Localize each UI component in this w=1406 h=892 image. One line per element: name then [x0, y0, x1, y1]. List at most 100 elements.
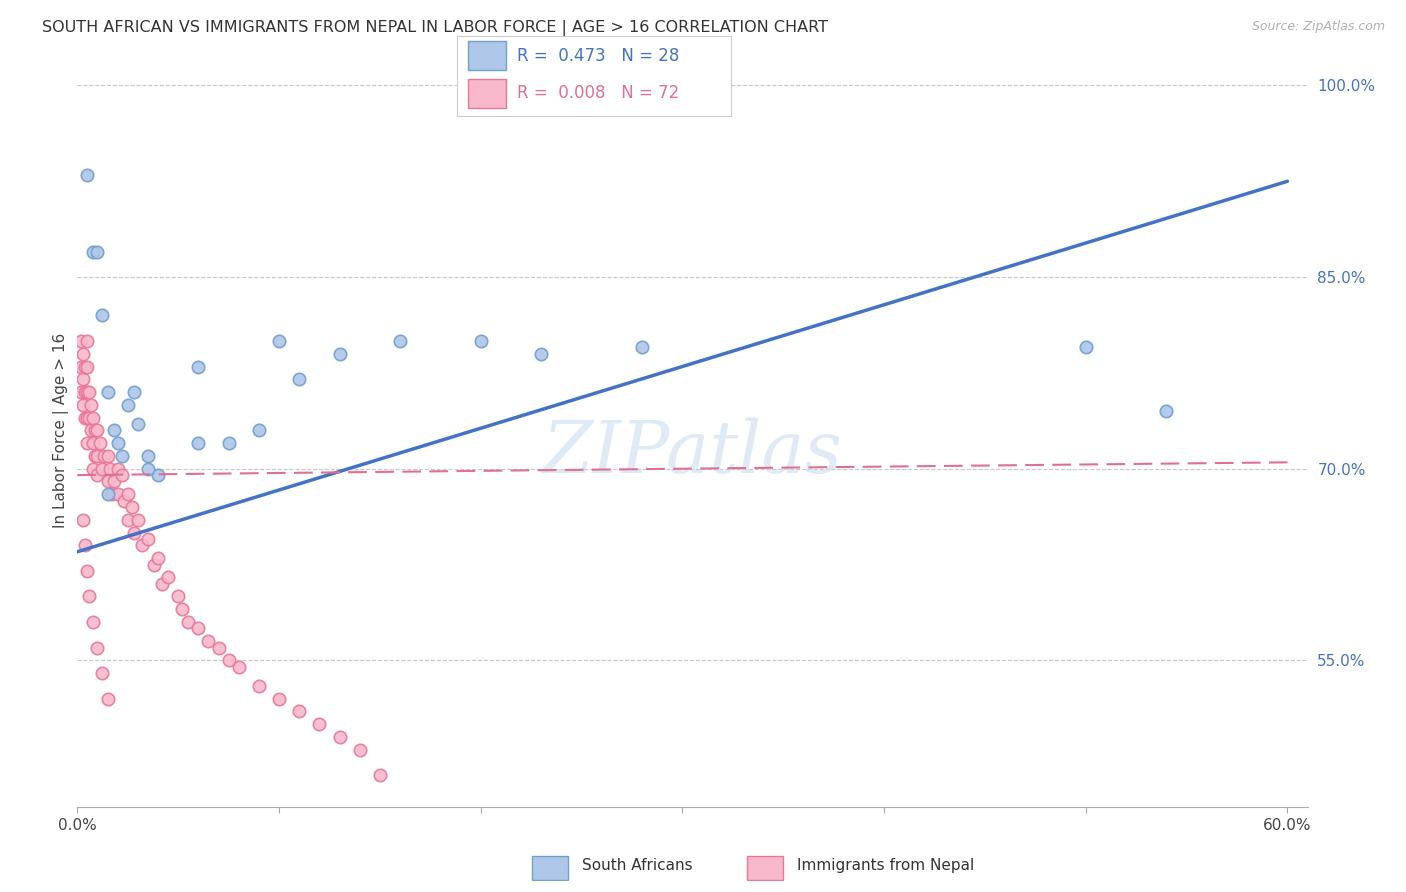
- Point: [228, 659, 250, 673]
- Point: [90, 461, 112, 475]
- Point: [136, 449, 159, 463]
- Point: [187, 359, 209, 374]
- Point: [167, 590, 190, 604]
- Text: SOUTH AFRICAN VS IMMIGRANTS FROM NEPAL IN LABOR FORCE | AGE > 16 CORRELATION CHA: SOUTH AFRICAN VS IMMIGRANTS FROM NEPAL I…: [42, 20, 828, 36]
- Text: R =  0.473   N = 28: R = 0.473 N = 28: [517, 46, 679, 65]
- Point: [75, 538, 97, 552]
- Point: [470, 334, 492, 348]
- Point: [117, 513, 139, 527]
- Point: [131, 538, 153, 552]
- Text: Source: ZipAtlas.com: Source: ZipAtlas.com: [1251, 20, 1385, 33]
- Point: [389, 334, 412, 348]
- Point: [72, 398, 94, 412]
- Point: [86, 640, 108, 655]
- Point: [84, 424, 107, 438]
- Point: [72, 372, 94, 386]
- Point: [288, 705, 311, 719]
- Point: [187, 436, 209, 450]
- Point: [143, 558, 166, 572]
- Point: [90, 666, 112, 681]
- Point: [112, 493, 135, 508]
- Bar: [468, 79, 506, 108]
- Point: [172, 602, 194, 616]
- Point: [267, 691, 290, 706]
- Point: [98, 461, 121, 475]
- Point: [82, 410, 104, 425]
- Point: [70, 385, 93, 400]
- Point: [218, 436, 240, 450]
- Point: [247, 679, 270, 693]
- Point: [86, 424, 108, 438]
- Point: [111, 468, 134, 483]
- Point: [127, 417, 149, 431]
- Point: [86, 449, 108, 463]
- Point: [146, 551, 169, 566]
- Point: [111, 449, 134, 463]
- Point: [93, 449, 115, 463]
- Point: [187, 621, 209, 635]
- Point: [75, 359, 97, 374]
- Point: [97, 487, 120, 501]
- Point: [76, 564, 98, 578]
- Point: [97, 449, 120, 463]
- Point: [82, 461, 104, 475]
- Bar: [531, 855, 568, 880]
- Point: [1156, 404, 1178, 418]
- Point: [100, 487, 122, 501]
- Point: [197, 634, 219, 648]
- Point: [70, 334, 93, 348]
- Point: [75, 410, 97, 425]
- Point: [75, 385, 97, 400]
- Point: [267, 334, 290, 348]
- Point: [107, 461, 129, 475]
- Point: [136, 532, 159, 546]
- Point: [97, 691, 120, 706]
- Point: [72, 513, 94, 527]
- Point: [1074, 340, 1097, 354]
- Point: [79, 590, 101, 604]
- Point: [146, 468, 169, 483]
- Point: [207, 640, 229, 655]
- Point: [631, 340, 654, 354]
- Point: [80, 398, 103, 412]
- Point: [107, 487, 129, 501]
- Point: [79, 410, 101, 425]
- Point: [76, 168, 98, 182]
- Text: ZIPatlas: ZIPatlas: [543, 417, 842, 488]
- Point: [308, 717, 330, 731]
- Point: [76, 385, 98, 400]
- Point: [76, 436, 98, 450]
- Point: [328, 730, 350, 744]
- Point: [70, 359, 93, 374]
- Point: [150, 576, 173, 591]
- Point: [288, 372, 311, 386]
- Text: R =  0.008   N = 72: R = 0.008 N = 72: [517, 85, 679, 103]
- Point: [82, 615, 104, 629]
- Point: [103, 424, 125, 438]
- Point: [86, 244, 108, 259]
- Point: [76, 359, 98, 374]
- Point: [76, 410, 98, 425]
- Point: [97, 385, 120, 400]
- Point: [89, 436, 111, 450]
- Point: [84, 449, 107, 463]
- Point: [122, 525, 145, 540]
- Text: South Africans: South Africans: [582, 858, 693, 872]
- Point: [218, 653, 240, 667]
- Point: [90, 309, 112, 323]
- Point: [157, 570, 180, 584]
- Point: [107, 436, 129, 450]
- Point: [349, 743, 371, 757]
- Point: [103, 475, 125, 489]
- Point: [117, 487, 139, 501]
- Point: [86, 468, 108, 483]
- Bar: [468, 41, 506, 70]
- Text: Immigrants from Nepal: Immigrants from Nepal: [797, 858, 974, 872]
- Y-axis label: In Labor Force | Age > 16: In Labor Force | Age > 16: [53, 333, 69, 528]
- Bar: [747, 855, 783, 880]
- Point: [247, 424, 270, 438]
- Point: [117, 398, 139, 412]
- Point: [121, 500, 143, 514]
- Point: [127, 513, 149, 527]
- Point: [177, 615, 200, 629]
